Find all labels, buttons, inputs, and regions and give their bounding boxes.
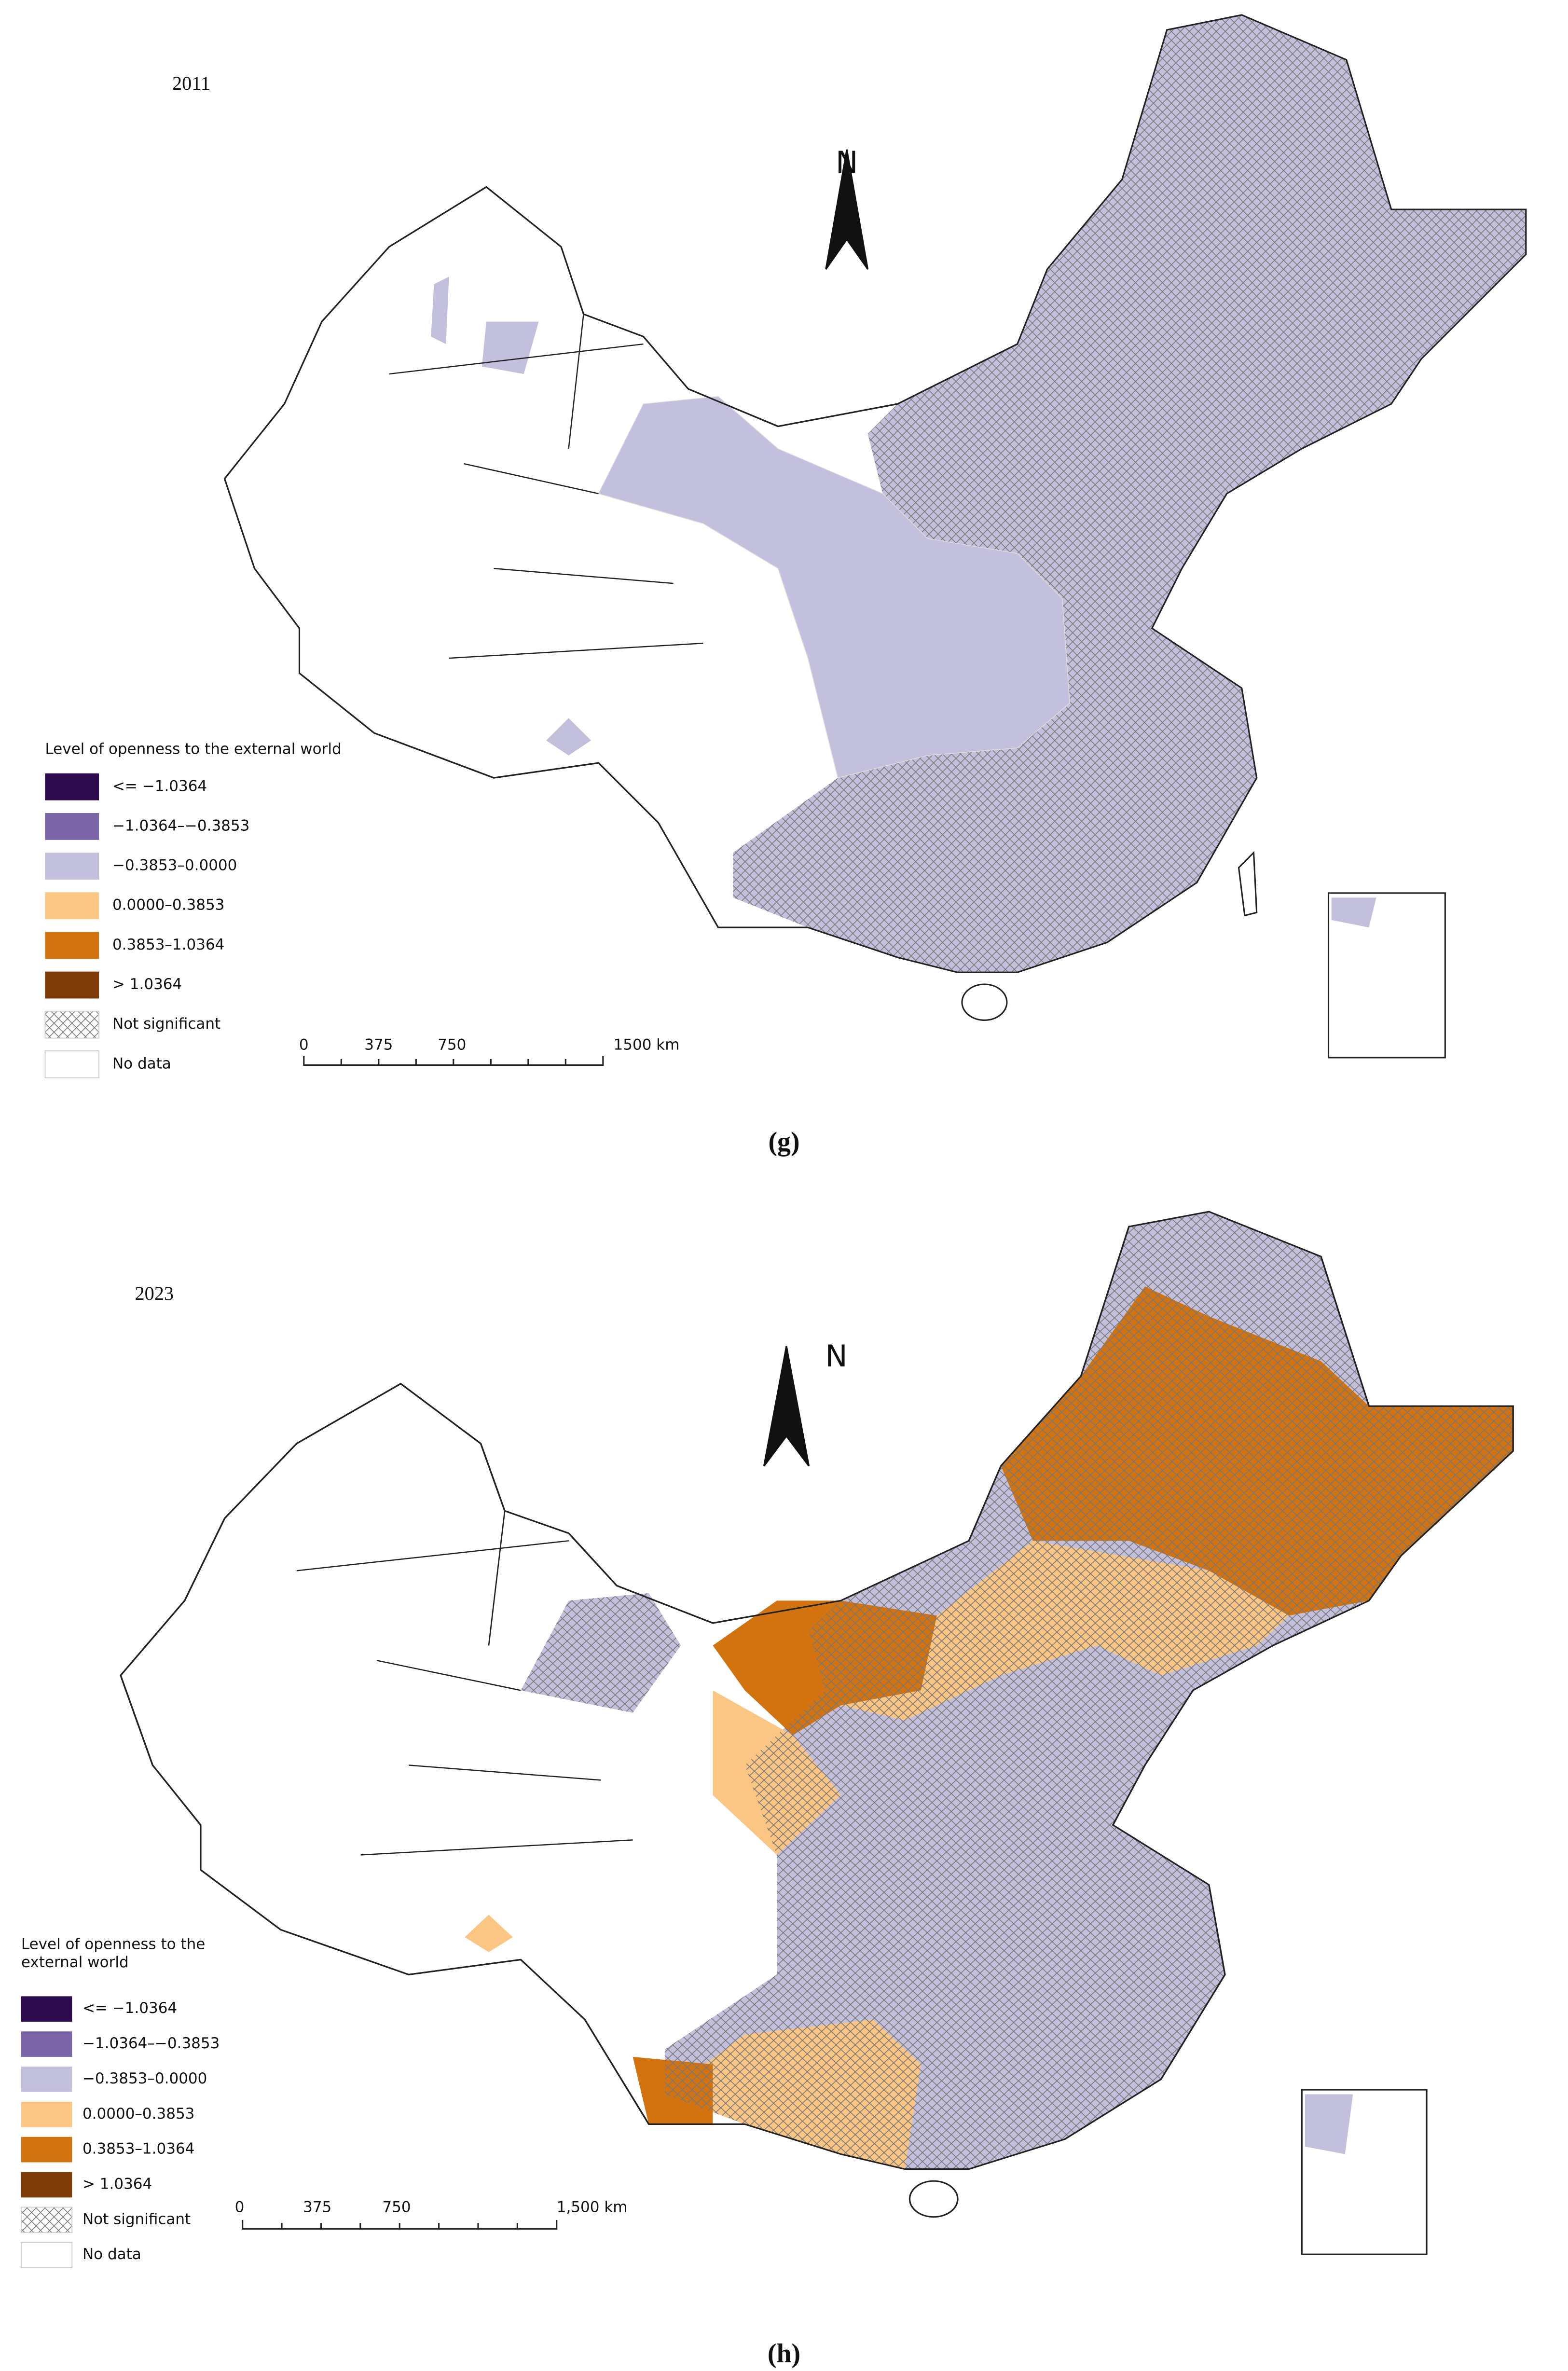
north-label: N: [836, 145, 858, 180]
scale-label: 0: [299, 1036, 309, 1054]
legend-swatch: [45, 932, 99, 959]
legend-label: 0.3853–1.0364: [83, 2140, 194, 2158]
scale-label: 1,500 km: [557, 2199, 628, 2216]
scale-bar: [242, 2219, 558, 2230]
legend-label: > 1.0364: [83, 2176, 152, 2193]
legend-label: No data: [83, 2246, 141, 2263]
legend-label: Not significant: [83, 2210, 191, 2228]
legend-swatch: [44, 1010, 99, 1039]
legend-title: Level of openness to the external world: [21, 1937, 206, 1972]
legend-swatch: [21, 2101, 72, 2127]
scale-label: 0: [235, 2199, 245, 2216]
panel-caption: (h): [768, 2339, 800, 2369]
north-label: N: [825, 1338, 847, 1374]
legend-title: Level of openness to the external world: [45, 742, 342, 758]
legend-title-text: Level of openness to the external world: [45, 742, 342, 758]
map-h: [120, 1211, 1514, 2255]
legend-label: −0.3853–0.0000: [83, 2070, 207, 2087]
legend-label: −1.0364–−0.3853: [112, 817, 249, 834]
legend-label: <= −1.0364: [83, 1999, 177, 2017]
legend-swatch: [45, 773, 99, 800]
legend-swatch: [45, 971, 99, 999]
scale-label: 375: [303, 2199, 331, 2216]
legend-swatch: [45, 892, 99, 920]
scale-label: 1500 km: [614, 1036, 680, 1054]
year-label: 2023: [135, 1282, 174, 1304]
legend-label: 0.3853–1.0364: [112, 936, 224, 953]
legend-swatch: [20, 2206, 73, 2233]
scale-label: 375: [364, 1036, 393, 1054]
scale-label: 750: [382, 2199, 411, 2216]
scale-label: 750: [438, 1036, 466, 1054]
legend-label: −0.3853–0.0000: [112, 857, 237, 874]
legend-label: > 1.0364: [112, 976, 182, 993]
panel-caption: (g): [768, 1127, 799, 1157]
year-label: 2011: [172, 72, 210, 94]
legend-swatch: [20, 2242, 73, 2269]
legend-swatch: [45, 853, 99, 880]
legend-swatch: [21, 2031, 72, 2057]
legend-swatch: [21, 1996, 72, 2022]
scale-bar: [303, 1056, 604, 1066]
legend-swatch: [44, 1050, 99, 1078]
legend-label: No data: [112, 1055, 171, 1072]
legend-label: 0.0000–0.3853: [83, 2105, 194, 2123]
legend-label: <= −1.0364: [112, 777, 207, 795]
legend-label: −1.0364–−0.3853: [83, 2035, 220, 2052]
legend-swatch: [45, 813, 99, 840]
legend-label: 0.0000–0.3853: [112, 896, 224, 914]
map-g: [223, 14, 1527, 1059]
legend-swatch: [21, 2137, 72, 2163]
legend-swatch: [21, 2172, 72, 2198]
legend-label: Not significant: [112, 1015, 220, 1033]
legend-title-text: Level of openness to the external world: [21, 1937, 206, 1972]
legend-swatch: [21, 2067, 72, 2092]
